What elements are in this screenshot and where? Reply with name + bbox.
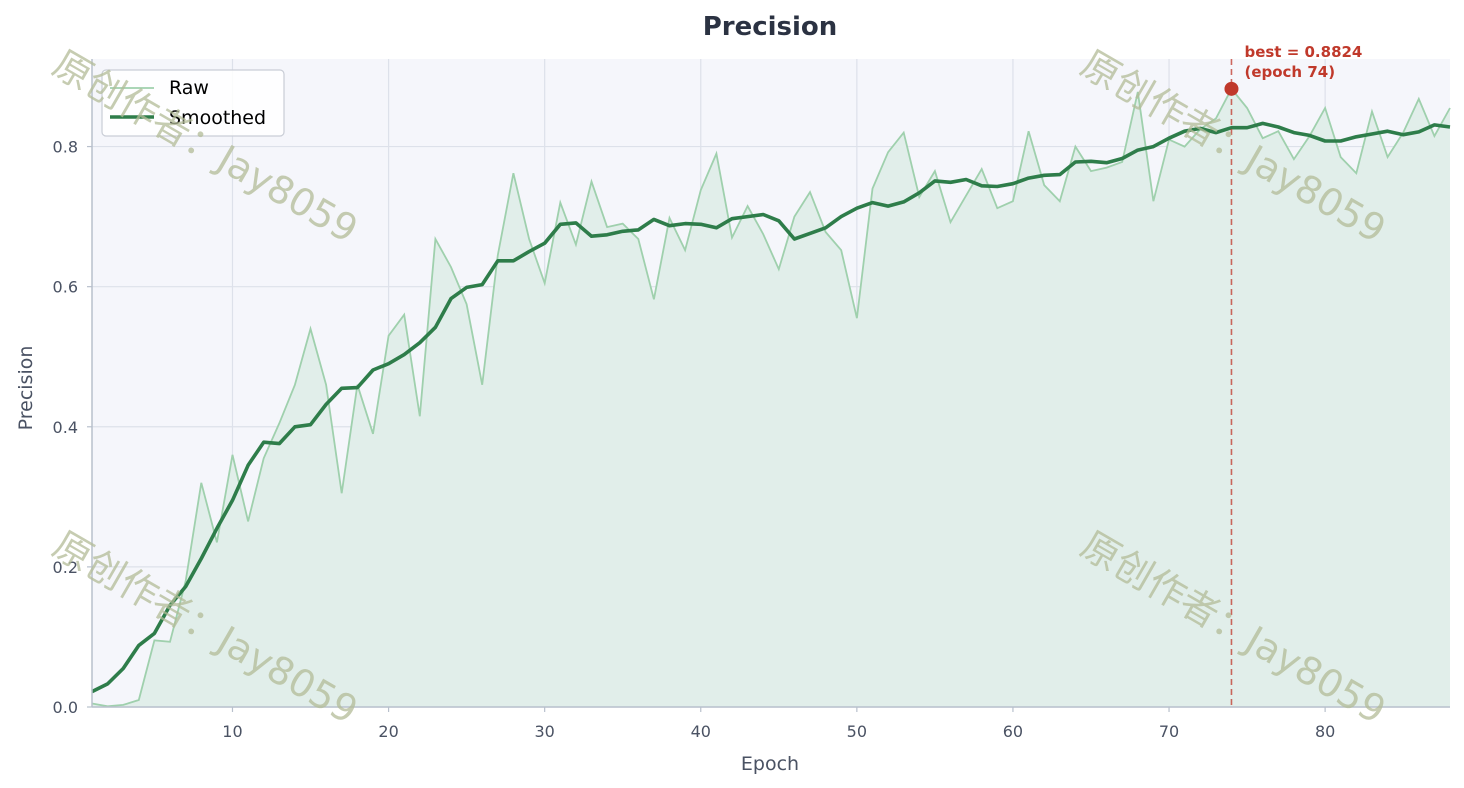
x-tick-label: 40: [691, 722, 711, 741]
y-axis-label: Precision: [15, 346, 37, 431]
x-tick-label: 30: [534, 722, 554, 741]
best-marker: best = 0.8824 (epoch 74): [1224, 43, 1362, 707]
raw-series-line: [91, 87, 1451, 708]
best-annotation-value: best = 0.8824: [1244, 43, 1362, 61]
x-axis-label: Epoch: [741, 753, 799, 775]
y-tick-label: 0.2: [53, 558, 78, 577]
smoothed-series-line: [91, 121, 1451, 694]
best-point: [1224, 81, 1239, 96]
legend-raw-label: Raw: [169, 77, 209, 99]
legend-smoothed-label: Smoothed: [169, 107, 266, 129]
x-tick-label: 70: [1159, 722, 1179, 741]
x-tick-label: 80: [1315, 722, 1335, 741]
x-tick-label: 20: [378, 722, 398, 741]
y-tick-label: 0.0: [53, 698, 78, 717]
legend: Raw Smoothed: [101, 69, 285, 137]
y-tick-label: 0.6: [53, 278, 78, 297]
chart-title: Precision: [703, 12, 838, 42]
x-tick-label: 10: [222, 722, 242, 741]
axes: [91, 59, 1450, 708]
area-fill: [92, 88, 1450, 708]
y-tick-label: 0.8: [53, 138, 78, 157]
legend-box: [101, 69, 285, 137]
y-tick-labels: 0.0 0.2 0.4 0.6 0.8: [53, 138, 92, 717]
x-tick-label: 60: [1003, 722, 1023, 741]
x-tick-labels: 10 20 30 40 50 60 70 80: [222, 707, 1335, 741]
x-tick-label: 50: [847, 722, 867, 741]
y-tick-label: 0.4: [53, 418, 78, 437]
best-annotation-epoch: (epoch 74): [1244, 63, 1335, 81]
